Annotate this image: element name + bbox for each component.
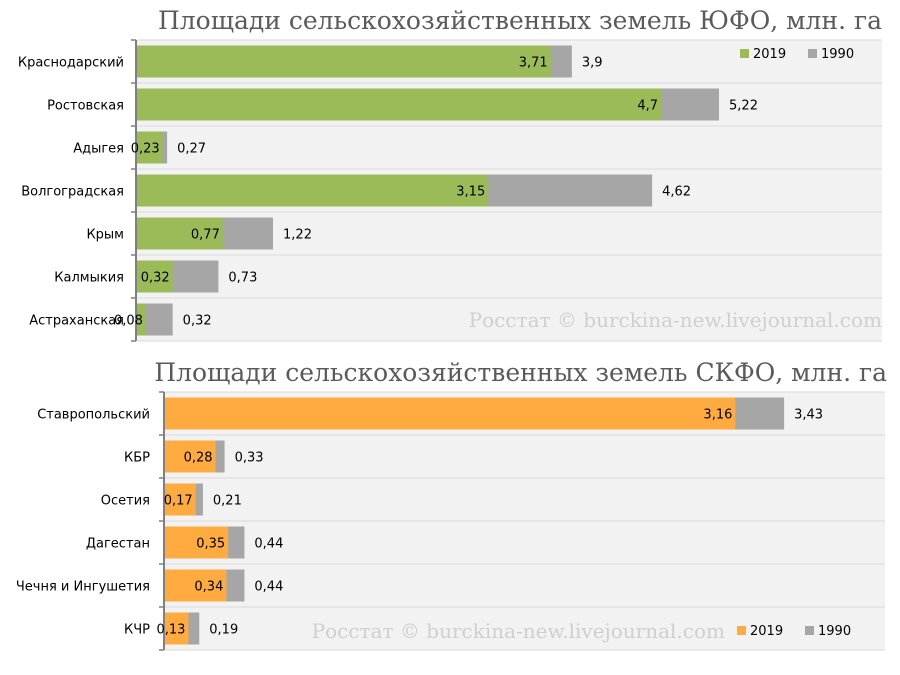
- data-label-2019: 0,34: [194, 580, 223, 595]
- data-label-1990: 0,44: [254, 537, 283, 552]
- data-label-1990: 0,33: [235, 451, 264, 466]
- watermark: Росстат © burckina-new.livejournal.com: [312, 619, 725, 643]
- bar-2019: [137, 303, 146, 336]
- data-label-2019: 0,23: [131, 142, 160, 157]
- data-label-1990: 0,44: [254, 580, 283, 595]
- bar-2019: [137, 174, 489, 207]
- legend: 2019 1990: [740, 47, 854, 62]
- chart-1: Площади сельскохозяйственных земель ЮФО,…: [18, 6, 882, 342]
- category-label: Крым: [86, 228, 124, 243]
- data-label-1990: 0,73: [228, 271, 257, 286]
- category-label: КЧР: [124, 623, 150, 638]
- data-label-1990: 0,19: [209, 623, 238, 638]
- data-label-1990: 1,22: [283, 228, 312, 243]
- category-label: Астраханская: [29, 314, 124, 329]
- data-label-2019: 0,17: [164, 494, 193, 509]
- bar-2019: [165, 569, 227, 602]
- row-band: [165, 521, 885, 564]
- bar-2019: [137, 131, 163, 164]
- data-label-1990: 0,21: [213, 494, 242, 509]
- category-label: Ставропольский: [37, 408, 150, 423]
- bar-2019: [165, 483, 196, 516]
- legend-label-2019: 2019: [753, 47, 786, 62]
- data-label-1990: 5,22: [729, 99, 758, 114]
- data-label-2019: 0,13: [157, 623, 186, 638]
- data-label-2019: 0,32: [141, 271, 170, 286]
- bar-2019: [165, 440, 216, 473]
- row-band: [137, 255, 882, 298]
- bar-2019: [165, 397, 736, 430]
- data-label-2019: 0,35: [196, 537, 225, 552]
- legend: 2019 1990: [737, 624, 851, 639]
- data-label-1990: 0,32: [183, 314, 212, 329]
- data-label-2019: 3,15: [456, 185, 485, 200]
- row-band: [165, 435, 885, 478]
- category-label: Калмыкия: [54, 271, 124, 286]
- category-label: Дагестан: [86, 537, 150, 552]
- legend-label-1990: 1990: [818, 624, 851, 639]
- data-label-1990: 4,62: [662, 185, 691, 200]
- data-label-2019: 3,16: [703, 408, 732, 423]
- bar-2019: [137, 260, 173, 293]
- legend-swatch-2019: [740, 49, 749, 58]
- row-band: [165, 607, 885, 650]
- data-label-2019: 0,08: [114, 314, 143, 329]
- bar-2019: [165, 612, 189, 645]
- chart-title: Площади сельскохозяйственных земель СКФО…: [154, 358, 887, 387]
- category-label: Ростовская: [47, 99, 124, 114]
- category-label: Чечня и Ингушетия: [16, 580, 150, 595]
- category-label: Волгоградская: [21, 185, 124, 200]
- data-label-2019: 4,7: [637, 99, 658, 114]
- data-label-2019: 3,71: [519, 56, 548, 71]
- category-label: Краснодарский: [18, 56, 124, 71]
- data-label-2019: 0,77: [191, 228, 220, 243]
- category-label: Осетия: [101, 494, 150, 509]
- legend-swatch-2019: [737, 626, 746, 635]
- bar-2019: [137, 88, 662, 121]
- data-label-1990: 0,27: [177, 142, 206, 157]
- row-band: [165, 478, 885, 521]
- row-band: [165, 564, 885, 607]
- category-label: КБР: [124, 451, 150, 466]
- data-label-1990: 3,9: [582, 56, 603, 71]
- bar-2019: [137, 217, 223, 250]
- legend-swatch-1990: [805, 626, 814, 635]
- row-band: [137, 126, 882, 169]
- chart-2: Площади сельскохозяйственных земель СКФО…: [16, 358, 887, 651]
- row-band: [137, 298, 882, 341]
- legend-label-1990: 1990: [821, 47, 854, 62]
- category-label: Адыгея: [73, 142, 124, 157]
- bar-2019: [165, 526, 229, 559]
- chart-title: Площади сельскохозяйственных земель ЮФО,…: [158, 6, 882, 35]
- data-label-1990: 3,43: [794, 408, 823, 423]
- legend-label-2019: 2019: [750, 624, 783, 639]
- bar-2019: [137, 45, 551, 78]
- legend-swatch-1990: [808, 49, 817, 58]
- data-label-2019: 0,28: [184, 451, 213, 466]
- watermark: Росстат © burckina-new.livejournal.com: [469, 308, 882, 332]
